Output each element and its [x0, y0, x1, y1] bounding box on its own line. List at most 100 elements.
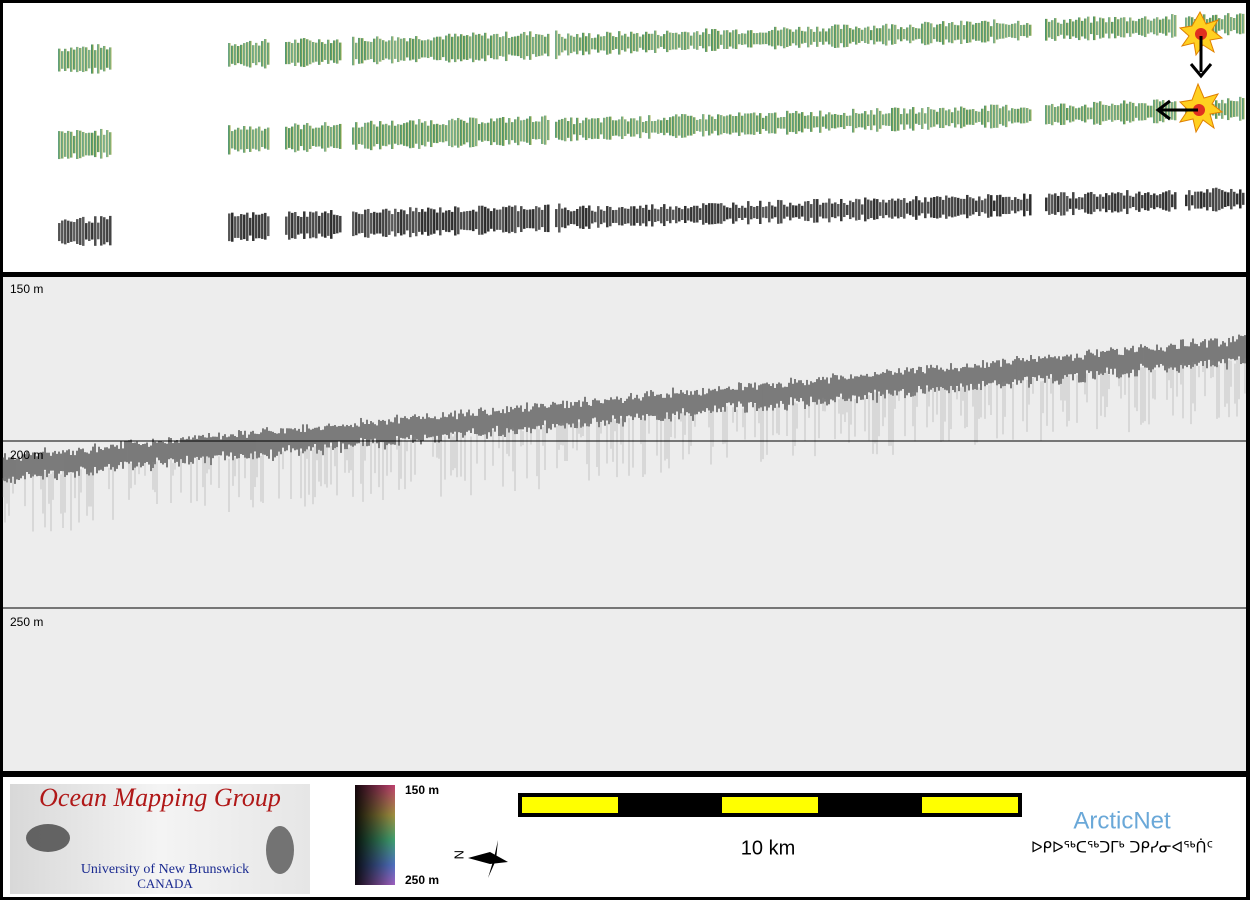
- swath-strip: [714, 118, 717, 131]
- swath-strip: [741, 33, 744, 45]
- swath-strip: [834, 113, 837, 129]
- swath-strip: [786, 28, 789, 48]
- swath-strip: [996, 104, 999, 128]
- swath-strip: [753, 112, 756, 135]
- swath-strip: [508, 37, 511, 55]
- swath-strip: [1020, 107, 1023, 124]
- swath-strip: [696, 31, 699, 50]
- swath-strip: [882, 25, 885, 45]
- swath-strip: [541, 116, 544, 144]
- swath-strip: [88, 221, 91, 241]
- swath-strip: [702, 32, 705, 49]
- swath-strip: [1023, 107, 1026, 124]
- swath-strip: [532, 209, 535, 229]
- swath-strip: [376, 212, 379, 234]
- swath-strip: [312, 212, 315, 238]
- swath-strip: [547, 119, 550, 141]
- swath-strip: [76, 46, 79, 73]
- swath-strip: [1239, 189, 1242, 209]
- swath-strip: [870, 110, 873, 131]
- swath-strip: [246, 42, 249, 67]
- swath-strip: [1153, 18, 1156, 35]
- swath-strip: [759, 32, 762, 45]
- swath-strip: [963, 25, 966, 40]
- swath-strip: [654, 30, 657, 53]
- swath-strip: [822, 28, 825, 45]
- swath-strip: [336, 124, 339, 149]
- swath-strip: [879, 202, 882, 216]
- swath-strip: [547, 33, 550, 57]
- swath-strip: [771, 29, 774, 47]
- swath-strip: [1105, 193, 1108, 213]
- swath-strip: [397, 37, 400, 63]
- swath-strip: [903, 198, 906, 219]
- swath-strip: [373, 211, 376, 235]
- swath-strip: [1242, 13, 1245, 34]
- swath-strip: [714, 203, 717, 225]
- swath-strip: [103, 134, 106, 153]
- swath-strip: [267, 42, 270, 65]
- swath-strip: [906, 27, 909, 41]
- swath-strip: [61, 220, 64, 244]
- swath-strip: [231, 131, 234, 149]
- swath-strip: [687, 208, 690, 221]
- swath-strip: [801, 112, 804, 133]
- swath-strip: [903, 29, 906, 40]
- swath-strip: [801, 205, 804, 217]
- swath-strip: [591, 210, 594, 224]
- swath-strip: [436, 36, 439, 61]
- swath-strip: [433, 37, 436, 60]
- swath-strip: [744, 33, 747, 45]
- swath-strip: [594, 118, 597, 139]
- swath-strip: [765, 32, 768, 45]
- swath-strip: [1017, 20, 1020, 41]
- swath-strip: [358, 37, 361, 64]
- swath-strip: [361, 214, 364, 233]
- swath-strip: [321, 42, 324, 62]
- swath-strip: [759, 113, 762, 134]
- swath-strip: [427, 207, 430, 236]
- swath-strip: [451, 118, 454, 148]
- swath-strip: [600, 36, 603, 51]
- swath-strip: [318, 215, 321, 234]
- swath-strip: [1227, 98, 1230, 121]
- swath-strip: [466, 35, 469, 60]
- swath-strip: [1239, 96, 1242, 121]
- swath-strip: [1081, 20, 1084, 37]
- swath-strip: [517, 211, 520, 228]
- swath-strip: [1233, 101, 1236, 117]
- swath-strip: [460, 212, 463, 230]
- swath-strip: [333, 214, 336, 234]
- swath-strip: [1224, 191, 1227, 208]
- swath-strip: [651, 204, 654, 227]
- swath-strip: [1081, 197, 1084, 210]
- swath-strip: [1057, 195, 1060, 213]
- swath-strip: [729, 207, 732, 219]
- swath-strip: [597, 118, 600, 139]
- swath-strip: [732, 30, 735, 49]
- swath-strip: [840, 28, 843, 44]
- swath-strip: [993, 200, 996, 212]
- depth-label: 150 m: [10, 282, 43, 296]
- swath-strip: [684, 31, 687, 50]
- swath-strip: [502, 36, 505, 57]
- swath-strip: [744, 207, 747, 218]
- swath-strip: [558, 33, 561, 56]
- swath-strip: [810, 29, 813, 45]
- swath-strip: [478, 123, 481, 141]
- swath-strip: [1069, 105, 1072, 123]
- swath-strip: [297, 42, 300, 63]
- swath-strip: [520, 206, 523, 233]
- swath-strip: [291, 43, 294, 63]
- swath-strip: [990, 26, 993, 37]
- swath-strip: [79, 217, 82, 245]
- swath-strip: [1215, 187, 1218, 212]
- swath-strip: [1023, 193, 1026, 217]
- swath-strip: [1150, 105, 1153, 118]
- swath-strip: [801, 30, 804, 44]
- swath-strip: [678, 116, 681, 136]
- swath-strip: [1159, 194, 1162, 209]
- swath-strip: [846, 204, 849, 215]
- swath-strip: [1120, 103, 1123, 122]
- swath-strip: [64, 132, 67, 157]
